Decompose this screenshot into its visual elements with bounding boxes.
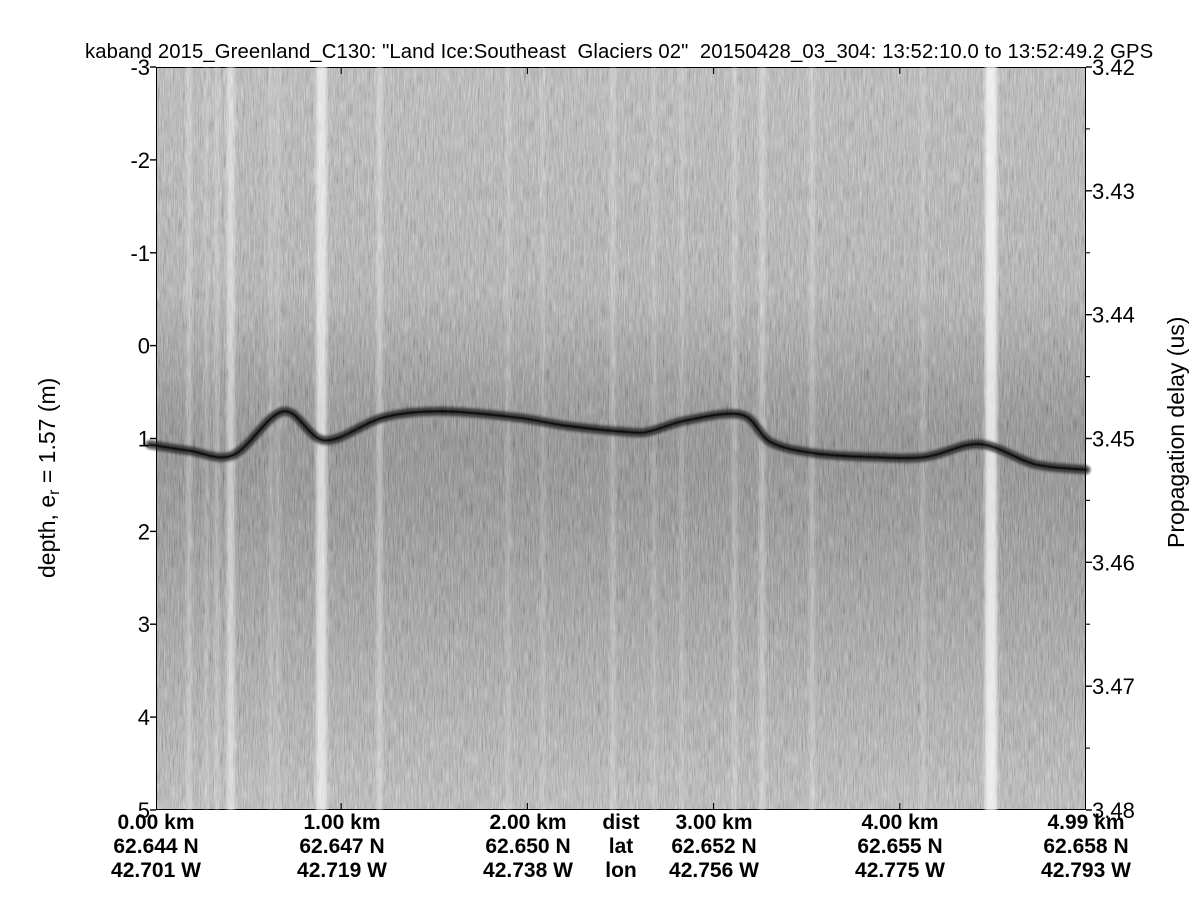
svg-text:0.00 km: 0.00 km [117,811,194,834]
svg-text:4.99 km: 4.99 km [1047,811,1124,834]
svg-text:2.00 km: 2.00 km [489,811,566,834]
svg-text:62.658 N: 62.658 N [1043,835,1128,858]
svg-text:1.00 km: 1.00 km [303,811,380,834]
svg-text:3.00 km: 3.00 km [675,811,752,834]
svg-text:62.647 N: 62.647 N [299,835,384,858]
svg-text:62.652 N: 62.652 N [671,835,756,858]
svg-text:62.644 N: 62.644 N [113,835,198,858]
svg-text:3.44: 3.44 [1092,303,1135,328]
svg-text:4.00 km: 4.00 km [861,811,938,834]
svg-text:3.47: 3.47 [1092,674,1135,699]
svg-text:-1: -1 [130,241,150,266]
svg-text:42.775 W: 42.775 W [855,859,945,882]
svg-text:-3: -3 [130,55,150,80]
svg-text:42.756 W: 42.756 W [669,859,759,882]
svg-text:2: 2 [138,519,150,544]
svg-text:1: 1 [138,427,150,452]
svg-text:3.42: 3.42 [1092,55,1135,80]
svg-text:dist: dist [602,811,639,834]
svg-text:62.650 N: 62.650 N [485,835,570,858]
svg-text:62.655 N: 62.655 N [857,835,942,858]
svg-text:0: 0 [138,334,150,359]
svg-text:42.701 W: 42.701 W [111,859,201,882]
svg-text:3.45: 3.45 [1092,427,1135,452]
svg-text:lat: lat [609,835,634,858]
svg-text:3: 3 [138,612,150,637]
svg-text:42.738 W: 42.738 W [483,859,573,882]
svg-text:4: 4 [138,705,150,730]
svg-text:3.43: 3.43 [1092,179,1135,204]
svg-text:lon: lon [605,859,637,882]
svg-text:-2: -2 [130,148,150,173]
svg-text:42.793 W: 42.793 W [1041,859,1131,882]
svg-text:3.46: 3.46 [1092,550,1135,575]
svg-text:42.719 W: 42.719 W [297,859,387,882]
